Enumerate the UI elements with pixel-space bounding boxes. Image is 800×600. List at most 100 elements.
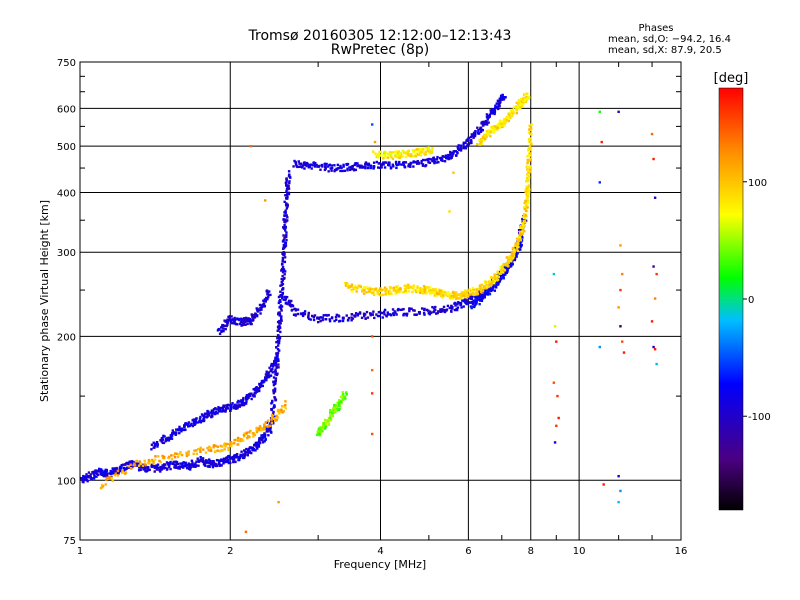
echo-point — [450, 151, 453, 155]
echo-point — [224, 459, 227, 462]
echo-point — [301, 314, 305, 318]
echo-point — [517, 242, 520, 246]
echo-point — [227, 460, 230, 463]
echo-point — [504, 121, 507, 124]
echo-point — [276, 337, 279, 340]
echo-point — [271, 367, 274, 371]
echo-point — [516, 245, 520, 249]
echo-point — [392, 312, 395, 315]
echo-point — [341, 169, 344, 173]
scatter-point — [652, 157, 655, 161]
echo-point — [457, 144, 460, 147]
echo-point — [450, 156, 453, 159]
echo-point — [376, 290, 379, 293]
echo-point — [500, 276, 504, 279]
echo-point — [432, 158, 436, 162]
echo-point — [191, 424, 195, 428]
echo-trace — [476, 92, 531, 146]
echo-point — [497, 280, 500, 283]
echo-point — [166, 436, 169, 440]
echo-point — [104, 483, 107, 486]
echo-point — [216, 329, 220, 332]
echo-point — [511, 111, 515, 114]
echo-point — [242, 317, 246, 320]
echo-point — [498, 97, 501, 100]
echo-point — [509, 265, 513, 268]
echo-point — [113, 467, 116, 470]
echo-point — [346, 167, 349, 170]
echo-point — [411, 155, 414, 158]
echo-point — [91, 471, 94, 474]
echo-point — [493, 289, 497, 292]
echo-point — [227, 448, 230, 452]
echo-point — [267, 295, 270, 299]
echo-point — [369, 289, 372, 292]
echo-point — [281, 240, 285, 243]
echo-point — [376, 314, 380, 318]
echo-point — [382, 161, 385, 164]
echo-point — [272, 410, 275, 414]
echo-point — [212, 461, 216, 465]
echo-point — [416, 148, 419, 151]
echo-point — [199, 415, 202, 419]
scatter-point — [617, 500, 620, 504]
echo-point — [505, 271, 508, 275]
echo-point — [448, 296, 452, 300]
echo-point — [341, 319, 345, 323]
echo-point — [507, 115, 511, 118]
echo-point — [152, 464, 156, 468]
echo-point — [102, 472, 105, 475]
echo-point — [419, 288, 422, 292]
echo-point — [226, 321, 229, 325]
echo-point — [415, 313, 418, 316]
echo-point — [454, 295, 458, 298]
echo-point — [276, 329, 279, 333]
echo-point — [194, 462, 197, 465]
echo-point — [279, 304, 283, 307]
echo-point — [504, 273, 507, 276]
echo-point — [338, 400, 341, 404]
echo-point — [521, 236, 524, 239]
echo-point — [287, 299, 291, 303]
echo-point — [361, 288, 365, 291]
echo-point — [432, 289, 435, 292]
echo-point — [283, 223, 286, 227]
echo-point — [296, 312, 300, 316]
echo-point — [383, 166, 387, 169]
echo-point — [383, 150, 387, 154]
echo-point — [247, 317, 250, 320]
echo-point — [168, 463, 171, 466]
echo-point — [480, 140, 483, 143]
echo-point — [333, 410, 336, 414]
echo-point — [385, 287, 388, 291]
echo-point — [363, 313, 367, 316]
echo-point — [466, 143, 469, 146]
echo-point — [524, 92, 527, 96]
echo-point — [181, 463, 184, 467]
echo-point — [472, 299, 475, 302]
echo-point — [346, 162, 350, 166]
echo-point — [474, 295, 477, 299]
scatter-point — [371, 368, 374, 372]
echo-point — [407, 290, 411, 293]
echo-point — [436, 311, 439, 315]
echo-point — [176, 462, 180, 466]
echo-point — [131, 465, 134, 469]
echo-point — [192, 420, 196, 423]
echo-point — [504, 119, 507, 123]
echo-point — [476, 131, 480, 134]
echo-point — [365, 291, 368, 294]
echo-point — [214, 463, 218, 467]
echo-point — [495, 286, 498, 289]
echo-point — [390, 155, 393, 159]
echo-point — [451, 154, 454, 157]
echo-point — [255, 426, 258, 430]
scatter-point — [371, 432, 374, 436]
echo-point — [159, 439, 162, 442]
echo-point — [96, 470, 99, 473]
echo-point — [405, 290, 408, 294]
echo-point — [197, 460, 201, 463]
echo-point — [483, 289, 487, 292]
echo-point — [156, 463, 160, 466]
